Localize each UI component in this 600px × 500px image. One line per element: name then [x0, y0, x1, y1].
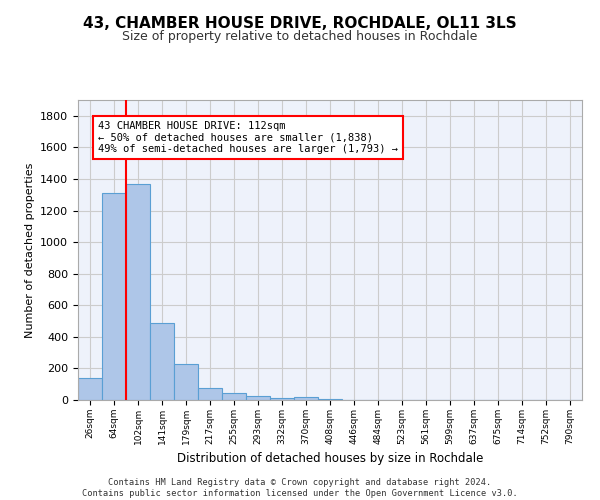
Text: 43, CHAMBER HOUSE DRIVE, ROCHDALE, OL11 3LS: 43, CHAMBER HOUSE DRIVE, ROCHDALE, OL11 … — [83, 16, 517, 31]
Bar — [126, 184, 150, 400]
Text: 43 CHAMBER HOUSE DRIVE: 112sqm
← 50% of detached houses are smaller (1,838)
49% : 43 CHAMBER HOUSE DRIVE: 112sqm ← 50% of … — [98, 121, 398, 154]
Bar — [150, 322, 174, 400]
Bar — [318, 399, 342, 400]
Bar — [294, 397, 318, 400]
X-axis label: Distribution of detached houses by size in Rochdale: Distribution of detached houses by size … — [177, 452, 483, 466]
Y-axis label: Number of detached properties: Number of detached properties — [25, 162, 35, 338]
Bar — [222, 393, 246, 400]
Text: Contains HM Land Registry data © Crown copyright and database right 2024.
Contai: Contains HM Land Registry data © Crown c… — [82, 478, 518, 498]
Bar — [174, 364, 198, 400]
Bar — [270, 398, 294, 400]
Bar — [102, 193, 126, 400]
Text: Size of property relative to detached houses in Rochdale: Size of property relative to detached ho… — [122, 30, 478, 43]
Bar — [198, 388, 222, 400]
Bar — [246, 396, 270, 400]
Bar — [78, 378, 102, 400]
